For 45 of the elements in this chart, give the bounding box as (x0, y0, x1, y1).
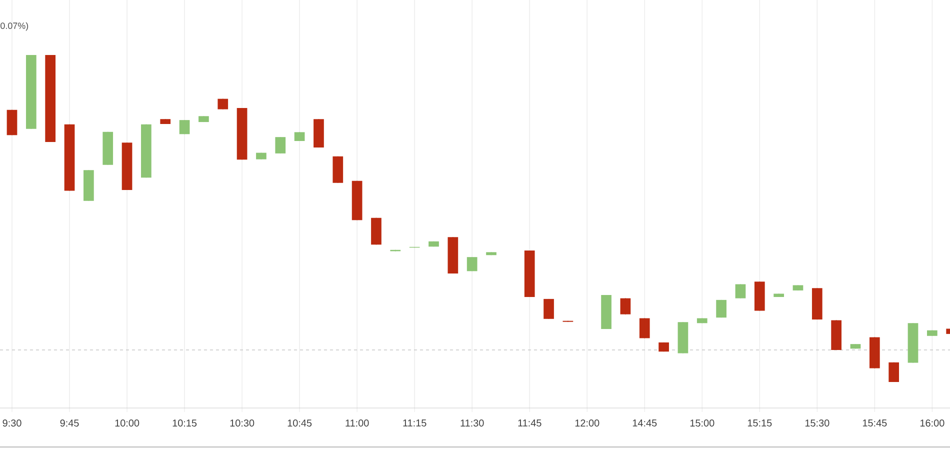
text: 0.07%) (0, 22, 28, 31)
candlestick (332, 156, 344, 184)
candlestick (524, 250, 535, 297)
candlestick (314, 118, 324, 148)
candlestick (141, 124, 152, 178)
candlestick (218, 98, 228, 110)
x-tick-label: 11:45 (518, 420, 542, 426)
candlestick (102, 131, 114, 166)
x-tick-label: 15:30 (805, 420, 830, 427)
candlestick (792, 284, 804, 291)
x-tick-label: 15:00 (690, 420, 714, 427)
candlestick (601, 294, 612, 330)
x-tick-label: 10:45 (288, 420, 312, 427)
candlestick (26, 54, 36, 130)
x-tick-label: 15:45 (862, 420, 887, 426)
x-tick-label: 12:00 (575, 420, 600, 427)
candlestick (84, 170, 94, 202)
candlestick (716, 300, 726, 318)
x-tick-label: 10:30 (230, 420, 254, 427)
candlestick (831, 320, 842, 350)
candlestick (869, 336, 880, 369)
candlestick (812, 288, 822, 320)
candlestick (160, 118, 171, 124)
candlestick (544, 298, 554, 320)
candlestick (754, 281, 765, 312)
candlestick (639, 318, 650, 339)
x-tick-label: 14:45 (632, 420, 657, 426)
x-tick-label: 11:15 (403, 420, 426, 426)
x-tick-label: 11:00 (346, 420, 369, 427)
candlestick (658, 342, 669, 352)
x-tick-label: 10:00 (115, 420, 140, 427)
candlestick (466, 256, 478, 272)
candlestick (275, 136, 286, 154)
candlestick (371, 217, 382, 246)
candlestick (45, 54, 56, 142)
candlestick (696, 318, 708, 324)
candlestick (735, 284, 746, 299)
candlestick (888, 362, 900, 382)
x-tick-label: 16:00 (920, 420, 944, 427)
x-tick-label: 9:30 (2, 420, 22, 427)
x-tick-label: 11:30 (460, 420, 484, 427)
x-tick-label: 10:15 (172, 420, 197, 427)
x-tick-label: 15:15 (748, 420, 772, 426)
x-tick-label: 9:45 (60, 420, 79, 427)
candlestick (448, 236, 458, 274)
